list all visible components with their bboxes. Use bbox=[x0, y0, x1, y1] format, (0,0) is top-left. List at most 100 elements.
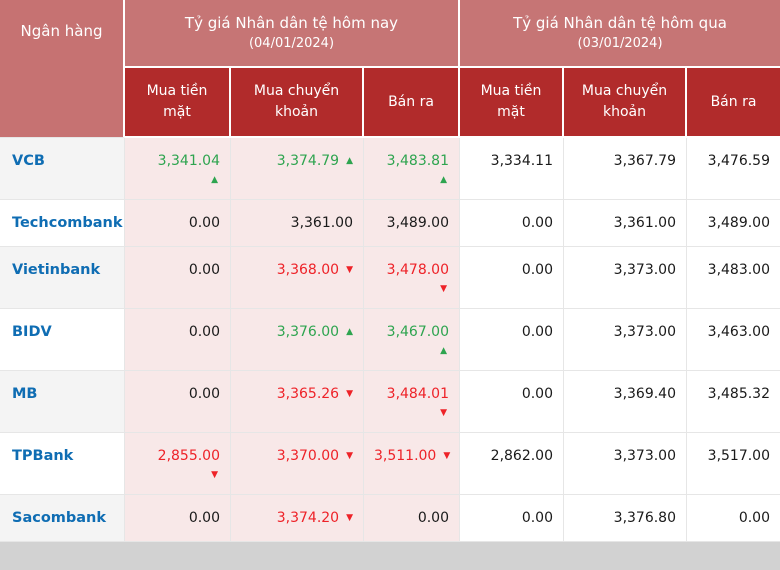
table-row: VCB 3,341.04 ▲ 3,374.79 ▲ 3,483.81 ▲ 3,334.11 3,… bbox=[0, 138, 780, 200]
rate-cell: 0.00 bbox=[460, 309, 564, 371]
rate-cell: 3,517.00 bbox=[687, 433, 780, 495]
rate-cell: 3,376.00 ▲ bbox=[231, 309, 364, 371]
rate-cell: 0.00 bbox=[460, 200, 564, 247]
group-header-row: Ngân hàng Tỷ giá Nhân dân tệ hôm nay (04… bbox=[0, 0, 780, 138]
bank-name-link[interactable]: Techcombank bbox=[12, 215, 123, 231]
yesterday-group-date: (03/01/2024) bbox=[577, 35, 663, 51]
down-arrow-icon: ▼ bbox=[346, 451, 353, 461]
rate-cell: 3,467.00 ▲ bbox=[364, 309, 460, 371]
rate-cell: 3,341.04 ▲ bbox=[125, 138, 231, 200]
today-sell-header: Bán ra bbox=[364, 68, 460, 138]
rate-cell: 3,489.00 bbox=[364, 200, 460, 247]
rate-cell: 3,361.00 bbox=[231, 200, 364, 247]
today-transfer-buy-header: Mua chuyển khoản bbox=[231, 68, 364, 138]
rate-value: 3,361.00 bbox=[290, 215, 353, 231]
bank-name-link[interactable]: Sacombank bbox=[12, 510, 107, 526]
down-arrow-icon: ▼ bbox=[346, 513, 353, 523]
rate-value: 3,463.00 bbox=[707, 324, 770, 340]
rate-cell: 0.00 bbox=[125, 371, 231, 433]
rate-value: 2,862.00 bbox=[490, 448, 553, 464]
rate-value: 2,855.00 bbox=[157, 448, 220, 464]
rate-cell: 3,489.00 bbox=[687, 200, 780, 247]
today-cash-buy-header: Mua tiền mặt bbox=[125, 68, 231, 138]
table-row: BIDV 0.00 3,376.00 ▲ 3,467.00 ▲ 0.00 3,373.00 3,… bbox=[0, 309, 780, 371]
rate-cell: 3,476.59 bbox=[687, 138, 780, 200]
down-arrow-icon: ▼ bbox=[440, 284, 447, 294]
rate-cell: 3,376.80 bbox=[564, 495, 687, 542]
rate-value: 0.00 bbox=[188, 324, 220, 340]
rate-value: 3,374.20 bbox=[276, 510, 340, 526]
rate-value: 3,467.00 bbox=[386, 324, 449, 340]
bank-cell: Vietinbank bbox=[0, 247, 125, 309]
rate-value: 0.00 bbox=[188, 262, 220, 278]
bank-name-link[interactable]: TPBank bbox=[12, 448, 74, 464]
rate-cell: 3,374.79 ▲ bbox=[231, 138, 364, 200]
bank-name-link[interactable]: BIDV bbox=[12, 324, 52, 340]
rate-value: 3,341.04 bbox=[157, 153, 220, 169]
up-arrow-icon: ▲ bbox=[211, 175, 218, 185]
rate-cell: 3,478.00 ▼ bbox=[364, 247, 460, 309]
rate-cell: 3,511.00 ▼ bbox=[364, 433, 460, 495]
rate-value: 3,373.00 bbox=[613, 324, 676, 340]
table-row: Vietinbank 0.00 3,368.00 ▼ 3,478.00 ▼ 0.00 3,37… bbox=[0, 247, 780, 309]
rate-cell: 0.00 bbox=[125, 495, 231, 542]
rate-cell: 3,370.00 ▼ bbox=[231, 433, 364, 495]
down-arrow-icon: ▼ bbox=[346, 389, 353, 399]
exchange-rate-widget: Ngân hàng Tỷ giá Nhân dân tệ hôm nay (04… bbox=[0, 0, 780, 542]
rate-cell: 0.00 bbox=[125, 200, 231, 247]
table-row: TPBank 2,855.00 ▼ 3,370.00 ▼ 3,511.00 ▼ 2,862.0… bbox=[0, 433, 780, 495]
rate-cell: 3,485.32 bbox=[687, 371, 780, 433]
rate-cell: 0.00 bbox=[125, 247, 231, 309]
rate-value: 0.00 bbox=[521, 262, 553, 278]
yesterday-group-title: Tỷ giá Nhân dân tệ hôm qua bbox=[513, 14, 727, 33]
rate-value: 0.00 bbox=[188, 386, 220, 402]
rate-cell: 3,483.81 ▲ bbox=[364, 138, 460, 200]
rate-value: 0.00 bbox=[188, 215, 220, 231]
rate-value: 3,374.79 bbox=[276, 153, 340, 169]
rate-value: 3,373.00 bbox=[613, 448, 676, 464]
rate-cell: 3,373.00 bbox=[564, 309, 687, 371]
down-arrow-icon: ▼ bbox=[211, 470, 218, 480]
rate-cell: 0.00 bbox=[460, 247, 564, 309]
rate-value: 3,478.00 bbox=[386, 262, 449, 278]
rate-value: 3,369.40 bbox=[613, 386, 676, 402]
rate-value: 3,334.11 bbox=[490, 153, 553, 169]
rate-value: 3,368.00 bbox=[276, 262, 340, 278]
bank-name-link[interactable]: Vietinbank bbox=[12, 262, 101, 278]
rate-cell: 3,463.00 bbox=[687, 309, 780, 371]
rate-value: 3,476.59 bbox=[707, 153, 770, 169]
bank-name-link[interactable]: VCB bbox=[12, 153, 45, 169]
rate-cell: 3,334.11 bbox=[460, 138, 564, 200]
yesterday-sell-header: Bán ra bbox=[687, 68, 780, 138]
rate-value: 0.00 bbox=[417, 510, 449, 526]
rate-value: 0.00 bbox=[521, 386, 553, 402]
bank-column-header: Ngân hàng bbox=[0, 0, 125, 138]
rate-cell: 3,484.01 ▼ bbox=[364, 371, 460, 433]
rate-value: 3,517.00 bbox=[707, 448, 770, 464]
rate-cell: 3,373.00 bbox=[564, 433, 687, 495]
table-row: Techcombank 0.00 3,361.00 3,489.00 0.00 3,361… bbox=[0, 200, 780, 247]
rate-value: 3,485.32 bbox=[707, 386, 770, 402]
rate-cell: 0.00 bbox=[687, 495, 780, 542]
rate-value: 3,373.00 bbox=[613, 262, 676, 278]
rate-cell: 3,367.79 bbox=[564, 138, 687, 200]
sub-header-row: Mua tiền mặt Mua chuyển khoản Bán ra Mua… bbox=[0, 68, 780, 138]
rate-value: 0.00 bbox=[521, 324, 553, 340]
rate-cell: 3,368.00 ▼ bbox=[231, 247, 364, 309]
rate-cell: 3,365.26 ▼ bbox=[231, 371, 364, 433]
yesterday-cash-buy-header: Mua tiền mặt bbox=[460, 68, 564, 138]
rate-value: 3,489.00 bbox=[707, 215, 770, 231]
rate-value: 3,376.80 bbox=[613, 510, 676, 526]
bank-cell: TPBank bbox=[0, 433, 125, 495]
yesterday-group-header: Tỷ giá Nhân dân tệ hôm qua (03/01/2024) bbox=[460, 0, 780, 68]
table-row: MB 0.00 3,365.26 ▼ 3,484.01 ▼ 0.00 3,369.40 3,48… bbox=[0, 371, 780, 433]
rate-value: 3,370.00 bbox=[276, 448, 340, 464]
up-arrow-icon: ▲ bbox=[440, 346, 447, 356]
rates-tbody: VCB 3,341.04 ▲ 3,374.79 ▲ 3,483.81 ▲ 3,334.11 3,… bbox=[0, 138, 780, 542]
bank-name-link[interactable]: MB bbox=[12, 386, 38, 402]
bank-cell: MB bbox=[0, 371, 125, 433]
up-arrow-icon: ▲ bbox=[440, 175, 447, 185]
rate-cell: 3,373.00 bbox=[564, 247, 687, 309]
rate-value: 3,483.81 bbox=[386, 153, 449, 169]
rate-cell: 3,483.00 bbox=[687, 247, 780, 309]
